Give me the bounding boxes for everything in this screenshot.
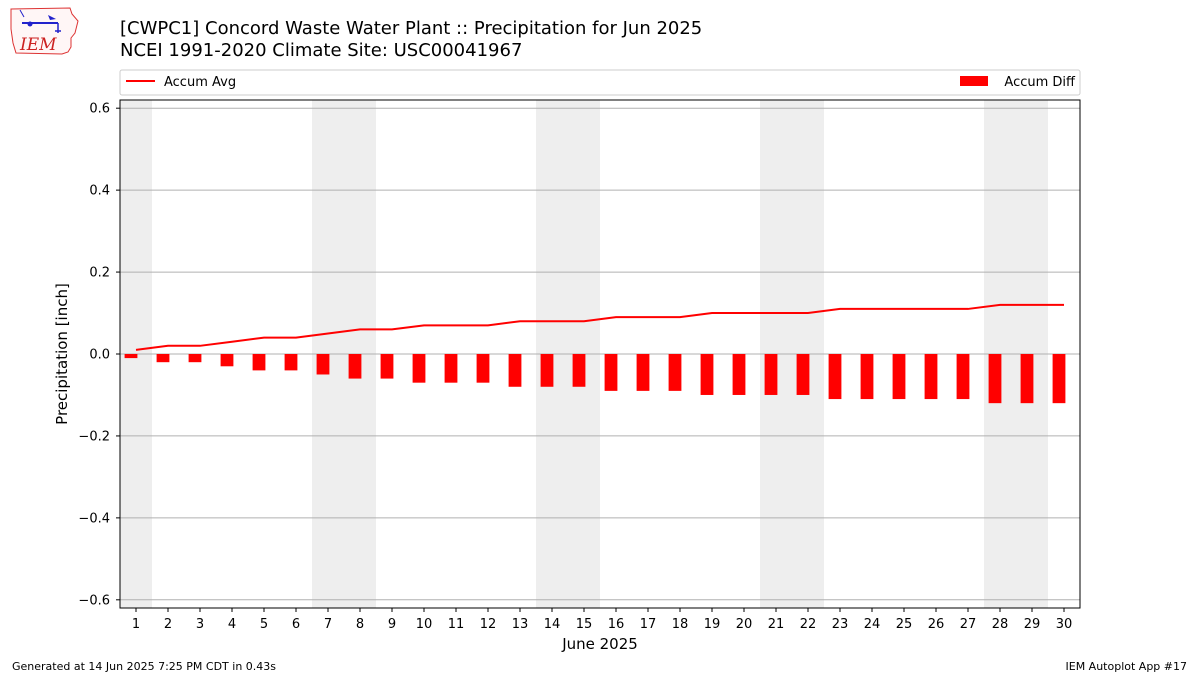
iem-iowa-logo-icon: IEM [10,7,79,55]
accum-diff-bar [668,354,682,391]
accum-diff-bar [1052,354,1066,404]
accum-diff-bar [860,354,874,400]
x-tick-label: 22 [800,617,817,632]
x-tick-label: 27 [960,617,977,632]
chart-title: [CWPC1] Concord Waste Water Plant :: Pre… [120,18,703,39]
y-tick-label: −0.4 [78,511,110,526]
x-tick-label: 19 [704,617,721,632]
weekend-bands [120,100,1048,608]
accum-diff-bar [508,354,522,387]
accum-diff-bar [380,354,394,379]
x-tick-label: 28 [992,617,1009,632]
accum-avg-series [135,303,1064,351]
accum-avg-line [135,303,1064,351]
x-tick-label: 8 [356,617,364,632]
y-axis-label: Precipitation [inch] [53,283,71,425]
grid-lines [120,107,1080,601]
x-tick-label: 18 [672,617,689,632]
y-tick-label: −0.2 [78,429,110,444]
accum-diff-bar [316,354,330,375]
y-tick-label: 0.0 [89,348,110,363]
accum-diff-bar [284,354,298,371]
accum-diff-bar [796,354,810,395]
x-tick-label: 23 [832,617,849,632]
x-tick-label: 12 [480,617,497,632]
legend-box [119,69,1081,96]
accum-diff-bar [636,354,650,391]
x-tick-label: 25 [896,617,913,632]
app-footer: IEM Autoplot App #17 [1065,660,1188,673]
x-tick-label: 29 [1024,617,1041,632]
accum-diff-bar [412,354,426,383]
x-tick-label: 2 [164,617,172,632]
x-tick-label: 6 [292,617,300,632]
iem-logo: IEM [8,5,82,63]
x-tick-label: 9 [388,617,396,632]
accum-diff-bar [348,354,362,379]
accum-diff-bar [700,354,714,395]
x-tick-label: 30 [1056,617,1073,632]
x-tick-label: 21 [768,617,785,632]
accum-diff-bar [220,354,234,367]
x-tick-label: 7 [324,617,332,632]
x-tick-label: 24 [864,617,881,632]
x-tick-label: 10 [416,617,433,632]
x-tick-label: 20 [736,617,753,632]
x-tick-label: 16 [608,617,625,632]
accum-diff-bar [572,354,586,387]
legend-accum-avg-label: Accum Avg [164,75,236,90]
x-tick-label: 4 [228,617,236,632]
x-tick-label: 3 [196,617,204,632]
logo-text: IEM [19,35,57,55]
x-tick-label: 13 [512,617,529,632]
accum-diff-bar [188,354,202,363]
x-tick-label: 11 [448,617,465,632]
accum-diff-bar [476,354,490,383]
x-tick-label: 14 [544,617,561,632]
x-tick-label: 26 [928,617,945,632]
x-tick-label: 15 [576,617,593,632]
accum-diff-bar [764,354,778,395]
x-tick-label: 1 [132,617,140,632]
chart-subtitle: NCEI 1991-2020 Climate Site: USC00041967 [120,40,523,61]
y-tick-label: 0.6 [89,102,110,117]
accum-diff-bar [604,354,618,391]
x-tick-label: 17 [640,617,657,632]
accum-diff-bar [124,354,138,359]
y-tick-label: 0.2 [89,266,110,281]
accum-diff-bar [924,354,938,400]
y-axis-ticks: 0.6 0.4 0.2 0.0 −0.2 −0.4 −0.6 [78,102,120,608]
accum-diff-bar [1020,354,1034,404]
accum-diff-bar [828,354,842,400]
legend-bar-swatch [960,76,988,86]
accum-diff-bar [540,354,554,387]
y-tick-label: −0.6 [78,593,110,608]
accum-diff-bar [956,354,970,400]
x-axis-ticks: 1 2 3 4 5 6 7 8 9 10 11 12 13 14 15 16 17 18 19 20 21 22 23 24 2… [132,608,1072,632]
accum-diff-bar [892,354,906,400]
accum-diff-bar [988,354,1002,404]
accum-diff-bars [124,354,1066,404]
legend-accum-diff-label: Accum Diff [1004,75,1076,90]
x-axis-label: June 2025 [561,635,638,653]
x-tick-label: 5 [260,617,268,632]
accum-diff-bar [156,354,170,363]
accum-diff-bar [252,354,266,371]
y-tick-label: 0.4 [89,184,110,199]
generated-footer: Generated at 14 Jun 2025 7:25 PM CDT in … [12,660,277,673]
accum-diff-bar [444,354,458,383]
accum-diff-bar [732,354,746,395]
